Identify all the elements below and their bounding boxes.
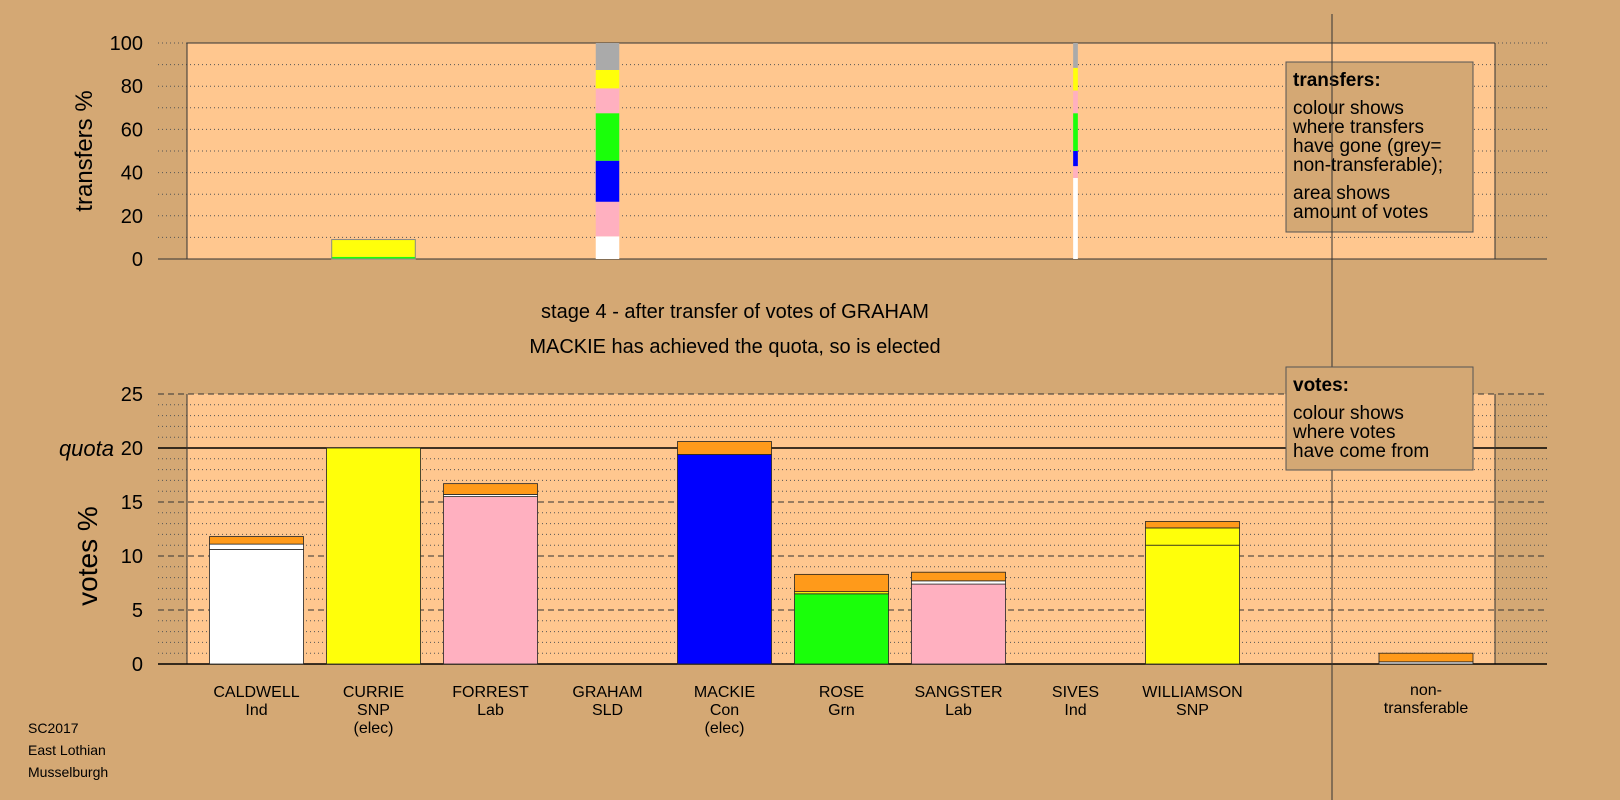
transfers-plot-area bbox=[187, 43, 1495, 259]
transfers-legend-line: area shows bbox=[1293, 183, 1390, 204]
candidate-name-label: CALDWELL bbox=[213, 684, 299, 701]
vote-segment-graham bbox=[794, 573, 889, 593]
candidate-party-label: Lab bbox=[477, 702, 504, 719]
votes-tick-label: 15 bbox=[121, 492, 143, 514]
vote-segment-forrest bbox=[443, 496, 538, 665]
votes-tick-label: 0 bbox=[132, 654, 143, 676]
transfer-segment-caldwell bbox=[595, 236, 620, 259]
transfer-segment-sangster bbox=[1073, 90, 1078, 114]
vote-segment-graham bbox=[911, 571, 1006, 582]
votes-legend-line: have come from bbox=[1293, 441, 1429, 462]
candidate-status-label: (elec) bbox=[704, 720, 744, 737]
candidate-status-label: (elec) bbox=[353, 720, 393, 737]
transfer-segment-williamson bbox=[331, 254, 416, 257]
candidate-name-label: WILLIAMSON bbox=[1142, 684, 1242, 701]
candidate-party-label: Con bbox=[710, 702, 739, 719]
transfer-segment-sangster bbox=[595, 88, 620, 114]
transfers-tick-label: 20 bbox=[121, 206, 143, 228]
candidate-party-label: transferable bbox=[1384, 700, 1469, 717]
votes-tick-label: 5 bbox=[132, 600, 143, 622]
transfer-segment-forrest bbox=[1073, 166, 1078, 178]
votes-tick-label: 20 bbox=[121, 438, 143, 460]
vote-segment-sives bbox=[911, 580, 1006, 585]
candidate-name-label: MACKIE bbox=[694, 684, 755, 701]
candidate-name-label: SIVES bbox=[1052, 684, 1099, 701]
transfer-segment-williamson bbox=[1073, 67, 1078, 91]
transfer-segment-rose bbox=[1073, 113, 1078, 151]
votes-tick-label: 10 bbox=[121, 546, 143, 568]
transfer-segment-mackie bbox=[1073, 151, 1078, 167]
transfers-tick-label: 100 bbox=[110, 33, 143, 55]
transfer-segment-forrest bbox=[595, 201, 620, 237]
transfers-axis-label: transfers % bbox=[71, 90, 98, 211]
vote-segment-williamson bbox=[1145, 544, 1240, 665]
transfers-legend-line: where transfers bbox=[1292, 117, 1424, 138]
candidate-name-label: FORREST bbox=[452, 684, 529, 701]
vote-segment-currie bbox=[1145, 527, 1240, 546]
vote-segment-caldwell bbox=[209, 549, 304, 665]
transfers-tick-label: 60 bbox=[121, 119, 143, 141]
candidate-name-label: non- bbox=[1410, 682, 1442, 699]
votes-axis-label: votes % bbox=[72, 506, 103, 606]
transfers-legend-box bbox=[1285, 61, 1474, 233]
transfers-legend-line: colour shows bbox=[1293, 98, 1404, 119]
transfers-legend-title: transfers: bbox=[1293, 70, 1381, 91]
footer-council: East Lothian bbox=[28, 742, 106, 758]
vote-segment-graham bbox=[1145, 521, 1240, 529]
transfers-legend-line: amount of votes bbox=[1293, 202, 1428, 223]
stage-subtitle: MACKIE has achieved the quota, so is ele… bbox=[529, 336, 940, 358]
votes-legend-line: colour shows bbox=[1293, 403, 1404, 424]
candidate-party-label: Lab bbox=[945, 702, 972, 719]
votes-legend-line: where votes bbox=[1292, 422, 1395, 443]
vote-segment-mackie bbox=[677, 454, 772, 665]
vote-segment-graham bbox=[209, 536, 304, 545]
quota-label: quota bbox=[59, 436, 114, 461]
transfer-column-outline bbox=[331, 239, 416, 260]
candidate-party-label: Ind bbox=[245, 702, 267, 719]
candidate-name-label: GRAHAM bbox=[572, 684, 642, 701]
transfer-segment-currie bbox=[331, 239, 416, 255]
candidate-party-label: SNP bbox=[1176, 702, 1209, 719]
transfers-tick-label: 40 bbox=[121, 163, 143, 185]
votes-legend-box bbox=[1285, 366, 1474, 471]
candidate-party-label: SLD bbox=[592, 702, 623, 719]
vote-segment-graham bbox=[443, 483, 538, 495]
vote-segment-currie bbox=[326, 447, 421, 665]
transfer-segment-nontransferable bbox=[1073, 43, 1078, 68]
candidate-party-label: Grn bbox=[828, 702, 855, 719]
transfer-segment-mackie bbox=[595, 160, 620, 202]
votes-legend-title: votes: bbox=[1293, 375, 1349, 396]
transfers-tick-label: 0 bbox=[132, 249, 143, 271]
transfers-legend-line: non-transferable); bbox=[1293, 155, 1443, 176]
candidate-name-label: CURRIE bbox=[343, 684, 404, 701]
vote-segment-graham bbox=[1378, 652, 1474, 663]
footer-election: SC2017 bbox=[28, 720, 79, 736]
candidate-party-label: SNP bbox=[357, 702, 390, 719]
candidate-name-label: ROSE bbox=[819, 684, 864, 701]
transfer-segment-rose bbox=[595, 113, 620, 161]
transfer-segment-caldwell bbox=[1073, 178, 1078, 259]
transfers-tick-label: 80 bbox=[121, 76, 143, 98]
candidate-name-label: SANGSTER bbox=[914, 684, 1002, 701]
candidate-party-label: Ind bbox=[1064, 702, 1086, 719]
transfer-segment-nontransferable bbox=[595, 43, 620, 70]
footer-ward: Musselburgh bbox=[28, 764, 109, 780]
stage-title: stage 4 - after transfer of votes of GRA… bbox=[541, 301, 929, 323]
transfers-legend-line: have gone (grey= bbox=[1293, 136, 1441, 157]
transfer-segment-rose bbox=[331, 256, 416, 259]
transfer-segment-williamson bbox=[595, 70, 620, 89]
vote-segment-sangster bbox=[911, 583, 1006, 665]
votes-tick-label: 25 bbox=[121, 384, 143, 406]
vote-segment-rose bbox=[794, 593, 889, 665]
vote-segment-graham bbox=[677, 441, 772, 455]
vote-segment-sives bbox=[209, 543, 304, 550]
